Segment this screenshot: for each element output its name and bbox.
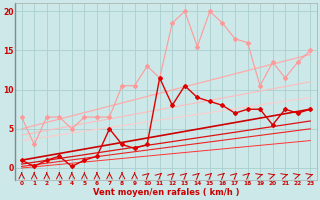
X-axis label: Vent moyen/en rafales ( km/h ): Vent moyen/en rafales ( km/h ) <box>93 188 239 197</box>
